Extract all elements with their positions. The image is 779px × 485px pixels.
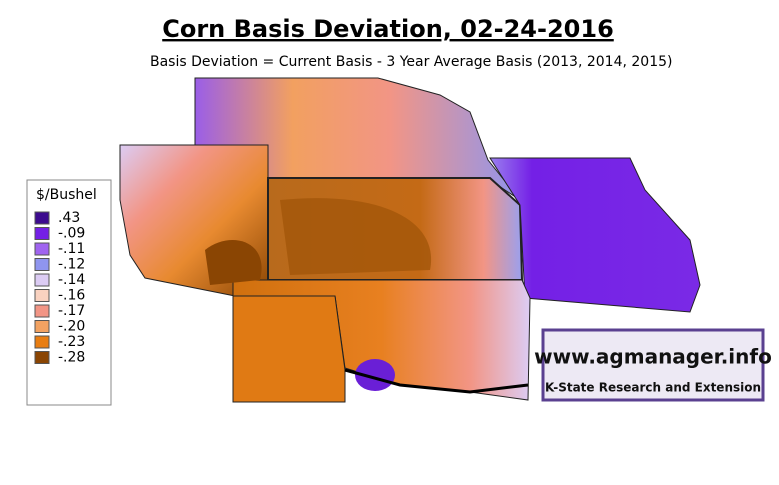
logo-org: K-State Research and Extension [545,381,761,395]
legend-title: $/Bushel [36,187,97,203]
purple-spot [355,359,395,391]
legend-label: -.23 [58,334,85,350]
legend-label: -.16 [58,288,85,304]
legend-swatch [34,335,50,349]
legend-swatch [34,320,50,333]
legend-label: -.09 [58,226,85,242]
dark-area [205,240,262,285]
missouri-region [489,157,701,313]
legend-label: -.11 [58,241,85,257]
map-subtitle: Basis Deviation = Current Basis - 3 Year… [150,54,672,70]
legend-swatch [34,289,50,302]
legend-label: .43 [58,210,80,226]
dark-area [280,198,432,275]
legend-label: -.14 [58,272,85,288]
red-river [344,368,529,394]
legend-label: -.17 [58,303,85,319]
legend-swatch [34,304,50,318]
legend-swatch [34,273,50,287]
legend-swatch [34,351,50,364]
legend-swatch [34,258,50,271]
map-title: Corn Basis Deviation, 02-24-2016 [162,15,614,43]
texas-panhandle-region [232,295,346,403]
logo-box [541,328,765,402]
legend-label: -.20 [58,319,85,335]
legend: $/Bushel .43-.09-.11-.12-.14-.16-.17-.20… [26,179,112,406]
map-regions [119,77,701,403]
logo: www.agmanager.info K-State Research and … [534,328,772,402]
legend-label: -.28 [58,350,85,366]
legend-swatch [34,242,50,256]
legend-label: -.12 [58,257,85,273]
legend-swatch [34,211,50,225]
logo-url[interactable]: www.agmanager.info [534,345,772,369]
legend-swatch [34,227,50,240]
